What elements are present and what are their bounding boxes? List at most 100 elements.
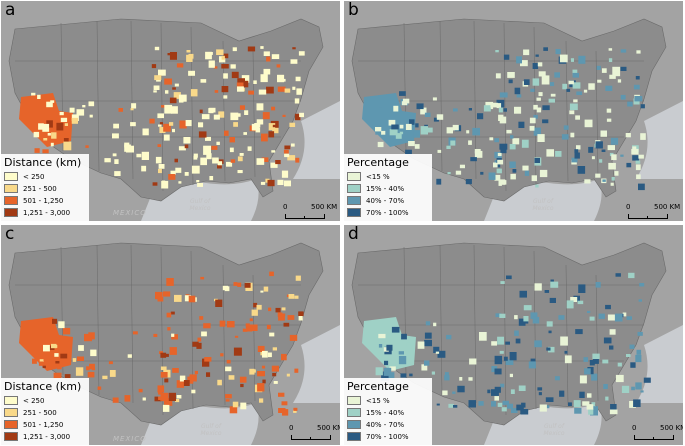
- county-patch: [636, 50, 641, 54]
- county-patch: [605, 85, 613, 91]
- county-patch: [605, 304, 611, 310]
- county-patch: [459, 164, 465, 169]
- county-patch: [184, 295, 192, 302]
- county-patch: [90, 349, 97, 357]
- county-patch: [495, 313, 502, 318]
- county-patch: [521, 139, 529, 148]
- county-patch: [237, 170, 243, 174]
- county-patch: [33, 131, 40, 138]
- county-patch: [167, 327, 171, 331]
- county-patch: [524, 170, 530, 176]
- county-patch: [277, 74, 285, 83]
- county-patch: [242, 328, 248, 332]
- county-patch: [60, 353, 68, 359]
- county-patch: [497, 402, 503, 407]
- legend-item: 501 - 1,250: [4, 195, 86, 206]
- county-patch: [453, 405, 458, 408]
- county-patch: [532, 316, 540, 324]
- county-patch: [496, 168, 502, 174]
- county-patch: [185, 120, 192, 127]
- county-patch: [260, 181, 266, 185]
- county-patch: [601, 68, 607, 73]
- legend-title: Percentage: [347, 156, 409, 169]
- county-patch: [226, 359, 231, 364]
- county-patch: [598, 313, 605, 319]
- county-patch: [401, 101, 408, 106]
- county-patch: [149, 118, 155, 124]
- county-patch: [113, 123, 119, 129]
- legend-d: Percentage <15 % 15% - 40% 40% - 70% 70%…: [344, 378, 432, 445]
- county-patch: [620, 66, 627, 71]
- county-patch: [245, 323, 250, 328]
- county-patch: [543, 47, 548, 51]
- county-patch: [561, 134, 569, 140]
- county-patch: [230, 64, 236, 69]
- scale-bar-d: 0 500 KM: [632, 424, 683, 442]
- scale-zero: 0: [283, 203, 288, 211]
- county-patch: [444, 375, 450, 381]
- scale-line: [285, 214, 325, 219]
- county-patch: [446, 145, 451, 149]
- county-patch: [253, 302, 258, 308]
- county-patch: [200, 79, 207, 83]
- county-patch: [538, 92, 543, 97]
- county-patch: [160, 352, 167, 358]
- county-patch: [176, 63, 184, 68]
- county-patch: [595, 141, 603, 149]
- county-patch: [82, 105, 86, 108]
- county-patch: [178, 146, 186, 151]
- county-patch: [287, 315, 295, 320]
- county-patch: [225, 399, 230, 402]
- county-patch: [491, 366, 498, 373]
- county-patch: [626, 162, 632, 168]
- county-patch: [433, 117, 439, 122]
- legend-swatch: [347, 420, 361, 429]
- county-patch: [591, 402, 596, 407]
- county-patch: [494, 396, 499, 401]
- county-patch: [541, 75, 550, 85]
- county-patch: [610, 182, 614, 186]
- county-patch: [283, 322, 290, 327]
- legend-label: <15 %: [366, 172, 390, 181]
- county-patch: [436, 178, 442, 185]
- county-patch: [550, 93, 556, 97]
- county-patch: [281, 313, 286, 317]
- county-patch: [230, 159, 236, 163]
- legend-swatch: [4, 208, 18, 217]
- county-patch: [378, 103, 382, 108]
- county-patch: [583, 89, 588, 93]
- map-panel-b: b Gulf of Mexico Percentage <15 % 15% - …: [344, 1, 683, 221]
- county-patch: [399, 124, 404, 129]
- county-patch: [223, 73, 228, 79]
- county-patch: [268, 131, 275, 138]
- county-patch: [239, 376, 247, 383]
- county-patch: [538, 392, 542, 396]
- county-patch: [416, 103, 424, 110]
- county-patch: [271, 150, 276, 153]
- legend-label: <15 %: [366, 396, 390, 405]
- county-patch: [63, 138, 69, 143]
- county-patch: [188, 70, 195, 76]
- county-patch: [169, 52, 177, 60]
- county-patch: [158, 396, 162, 400]
- county-patch: [587, 393, 592, 398]
- county-patch: [599, 159, 603, 163]
- county-patch: [499, 313, 506, 318]
- county-patch: [296, 88, 302, 95]
- county-patch: [231, 71, 239, 79]
- legend-label: 251 - 500: [23, 184, 57, 193]
- map-panel-d: d Gulf of Mexico Percentage <15 % 15% - …: [344, 225, 683, 445]
- county-patch: [511, 408, 518, 413]
- county-patch: [212, 157, 219, 164]
- county-patch: [272, 124, 277, 128]
- county-patch: [523, 316, 529, 322]
- panel-d-counties: [362, 272, 651, 416]
- map-panel-c: c MEXICO Gulf of Mexico Distance (km) < …: [1, 225, 340, 445]
- legend-title: Distance (km): [4, 380, 82, 393]
- county-patch: [269, 271, 274, 277]
- county-patch: [573, 99, 578, 103]
- county-patch: [183, 380, 190, 386]
- county-patch: [389, 129, 398, 136]
- county-patch: [569, 103, 578, 111]
- county-patch: [75, 367, 84, 376]
